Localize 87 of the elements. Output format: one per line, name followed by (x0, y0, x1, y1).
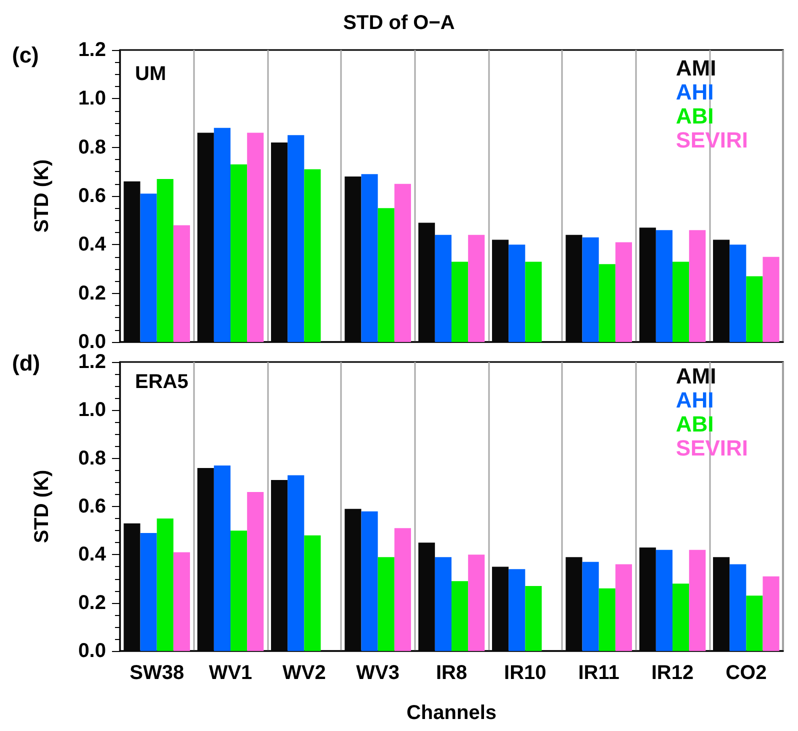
y-tick-label: 0.4 (78, 234, 107, 256)
bar (288, 135, 304, 342)
bar (173, 552, 190, 651)
bar (762, 256, 780, 342)
bar (508, 244, 526, 342)
bar (288, 475, 304, 651)
bar (304, 535, 321, 651)
bar (656, 230, 672, 342)
x-tick-label: IR8 (436, 662, 468, 684)
bar (689, 550, 706, 651)
y-tick-label: 0.0 (78, 331, 106, 353)
x-tick-label: IR10 (504, 662, 546, 684)
bar (230, 164, 248, 342)
bar (468, 234, 485, 342)
y-tick-label: 0.2 (78, 592, 106, 614)
bar (672, 584, 690, 651)
chart-title: STD of O−A (343, 12, 455, 34)
text: (c) (12, 42, 39, 68)
bar (378, 208, 394, 342)
bar (361, 174, 378, 342)
y-tick-label: 0.8 (78, 136, 106, 158)
bar (598, 588, 616, 651)
text: AHI (676, 388, 714, 412)
annotation: UM (135, 63, 166, 85)
text: ABI (676, 412, 714, 436)
bar (525, 586, 542, 651)
y-tick-label: 0.0 (78, 640, 106, 662)
annotation: ERA5 (135, 371, 188, 393)
bar (656, 550, 672, 651)
y-tick-label: 1.0 (78, 88, 106, 110)
text: AMI (676, 56, 716, 80)
y-tick-label: 1.2 (78, 39, 106, 61)
text: ABI (676, 104, 714, 128)
bar (598, 264, 616, 342)
bar (746, 596, 763, 651)
text: AMI (676, 364, 716, 388)
bar (615, 242, 632, 342)
bar (615, 564, 632, 651)
y-tick-label: 0.6 (78, 496, 106, 518)
y-tick-label: 1.0 (78, 399, 106, 422)
text: AHI (676, 80, 714, 104)
bar (214, 466, 230, 651)
bar (378, 557, 394, 651)
bar (247, 132, 264, 342)
bar (730, 564, 746, 651)
y-tick-label: 1.2 (78, 351, 106, 373)
text: (d) (12, 350, 40, 376)
bar (173, 225, 190, 342)
x-tick-label: SW38 (130, 662, 184, 684)
bar (508, 569, 526, 651)
y-tick-label: 0.4 (78, 544, 107, 566)
y-axis-title: STD (K) (31, 159, 53, 233)
x-axis-title: Channels (406, 702, 497, 724)
bar (230, 530, 248, 651)
x-tick-label: IR11 (578, 662, 620, 684)
bar (452, 581, 468, 651)
bar (730, 244, 746, 342)
bar (434, 557, 452, 651)
bar (468, 554, 485, 651)
y-axis-title: STD (K) (31, 470, 53, 544)
bar (582, 562, 599, 651)
bar (452, 262, 468, 342)
x-tick-label: WV1 (208, 662, 252, 684)
x-tick-label: WV3 (356, 662, 400, 684)
bar (689, 230, 706, 342)
bar (247, 492, 264, 651)
x-tick-label: IR12 (651, 662, 694, 684)
bar (140, 532, 157, 651)
bar (746, 276, 763, 342)
bar (394, 528, 411, 651)
x-tick-label: WV2 (282, 662, 326, 684)
bar (156, 518, 174, 651)
bar (214, 128, 230, 342)
y-tick-label: 0.6 (78, 185, 106, 207)
x-tick-label: CO2 (726, 662, 767, 684)
bar (762, 576, 780, 651)
y-tick-label: 0.2 (78, 282, 106, 304)
bar (672, 262, 690, 342)
bar (394, 184, 411, 342)
bar (156, 178, 174, 342)
bar (525, 262, 542, 342)
bar (582, 237, 599, 342)
bar (304, 169, 321, 342)
bar (361, 511, 378, 651)
bar (434, 234, 452, 342)
y-tick-label: 0.8 (78, 447, 106, 470)
bar (140, 194, 157, 342)
